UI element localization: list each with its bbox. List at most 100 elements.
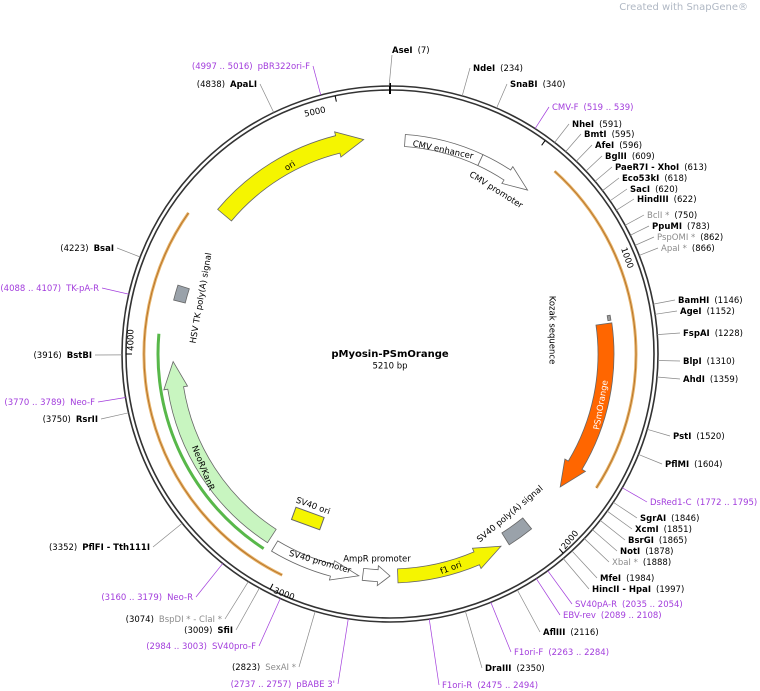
site-position: (1520) <box>696 432 724 442</box>
site-label: (2737 .. 2757) pBABE 3' <box>231 680 335 690</box>
site-name: SgrAI <box>640 514 666 524</box>
site-leader <box>585 155 603 172</box>
site-name: BmtI <box>584 130 607 140</box>
site-label: AgeI (1152) <box>680 307 735 317</box>
site-position: (1152) <box>707 307 735 317</box>
site-label: (3750) RsrII <box>43 415 98 425</box>
site-name: AhdI <box>683 375 705 385</box>
site-position: (613) <box>684 163 707 173</box>
feature-arrow <box>559 322 615 488</box>
site-leader <box>337 618 349 685</box>
site-label: AfeI (596) <box>595 141 642 151</box>
site-leader <box>630 225 650 236</box>
site-label: SV40pA-R (2035 .. 2054) <box>575 600 683 610</box>
site-label: NdeI (234) <box>473 64 523 74</box>
ruler-label: 5000 <box>303 105 326 119</box>
site-label: HincII - HpaI (1997) <box>592 585 684 595</box>
site-name: Neo-R <box>167 593 193 603</box>
site-leader <box>613 501 638 519</box>
site-position: (234) <box>500 64 523 74</box>
site-label: F1ori-F (2263 .. 2284) <box>514 648 609 658</box>
site-position: (1604) <box>694 460 722 470</box>
site-position: (750) <box>674 211 697 221</box>
site-position: (1865) <box>659 536 687 546</box>
ruler-tick <box>334 95 337 102</box>
site-position: (609) <box>632 152 655 162</box>
site-position: (7) <box>418 46 430 56</box>
site-position: (340) <box>543 80 566 90</box>
site-position: (618) <box>664 174 687 184</box>
site-name: BstBI <box>67 351 92 361</box>
site-position: (519 .. 539) <box>584 103 634 113</box>
feature-box <box>290 506 325 531</box>
site-label: ApaI * (866) <box>661 244 715 254</box>
site-leader <box>653 299 676 305</box>
site-name: Eco53kI <box>622 174 659 184</box>
site-leader <box>575 144 593 162</box>
site-name: SV40pA-R <box>575 600 617 610</box>
site-label: BsrGI (1865) <box>628 536 687 546</box>
site-name: CMV-F <box>552 103 579 113</box>
site-label: (3009) SfiI <box>184 626 233 636</box>
site-name: F1ori-F <box>514 648 543 658</box>
site-leader <box>224 581 249 620</box>
site-leader <box>259 83 275 113</box>
site-label: (3074) BspDI * - ClaI * <box>126 615 222 625</box>
feature-arrow <box>606 314 612 322</box>
site-leader <box>565 133 582 152</box>
site-name: BlpI <box>683 357 702 367</box>
site-label: SgrAI (1846) <box>640 514 699 524</box>
site-name: MfeI <box>600 574 621 584</box>
feature-arrow <box>270 540 360 581</box>
site-label: SacI (620) <box>630 185 678 195</box>
site-name: pBR322ori-F <box>258 62 310 72</box>
site-label: AseI (7) <box>392 46 430 56</box>
site-name: BclI * <box>647 211 669 221</box>
site-position: (783) <box>687 222 710 232</box>
site-leader <box>657 332 681 335</box>
site-position: (595) <box>612 130 635 140</box>
site-leader <box>195 563 224 598</box>
site-leader <box>496 83 508 109</box>
site-position: (3770 .. 3789) <box>4 398 65 408</box>
site-name: NdeI <box>473 64 495 74</box>
site-label: FspAI (1228) <box>683 329 743 339</box>
site-name: ApaI * <box>661 244 687 254</box>
site-label: (2984 .. 3003) SV40pro-F <box>146 642 256 652</box>
site-label: AflIII (2116) <box>543 628 599 638</box>
site-leader <box>639 247 659 256</box>
site-name: TK-pA-R <box>65 284 99 294</box>
site-label: SnaBI (340) <box>510 80 565 90</box>
site-label: DraIII (2350) <box>485 664 545 674</box>
site-name: AflIII <box>543 628 565 638</box>
feature-arrow <box>217 131 365 222</box>
site-name: XcmI <box>635 525 659 535</box>
site-leader <box>312 65 322 96</box>
site-position: (866) <box>692 244 715 254</box>
map-size: 5210 bp <box>372 362 407 372</box>
site-position: (1997) <box>656 585 684 595</box>
feature-label: ori <box>283 159 298 173</box>
site-name: PflFI - Tth111I <box>82 543 150 553</box>
site-position: (622) <box>674 195 697 205</box>
site-name: BamHI <box>678 296 709 306</box>
site-position: (3916) <box>33 351 61 361</box>
site-position: (2089 .. 2108) <box>601 611 662 621</box>
site-leader <box>428 619 440 686</box>
site-leader <box>594 166 613 182</box>
site-label: PaeR7I - XhoI (613) <box>615 163 707 173</box>
site-label: PspOMI * (862) <box>657 233 723 243</box>
site-name: SV40pro-F <box>212 642 256 652</box>
site-leader <box>571 550 598 579</box>
site-label: BglII (609) <box>605 152 655 162</box>
site-position: (3160 .. 3179) <box>101 593 162 603</box>
site-name: SnaBI <box>510 80 538 90</box>
site-name: pBABE 3' <box>296 680 335 690</box>
site-position: (4223) <box>60 244 88 254</box>
site-name: SexAI * <box>265 663 296 673</box>
site-position: (2350) <box>516 664 544 674</box>
site-name: NheI <box>572 120 594 130</box>
feature-line <box>156 333 265 550</box>
site-leader <box>258 598 281 647</box>
